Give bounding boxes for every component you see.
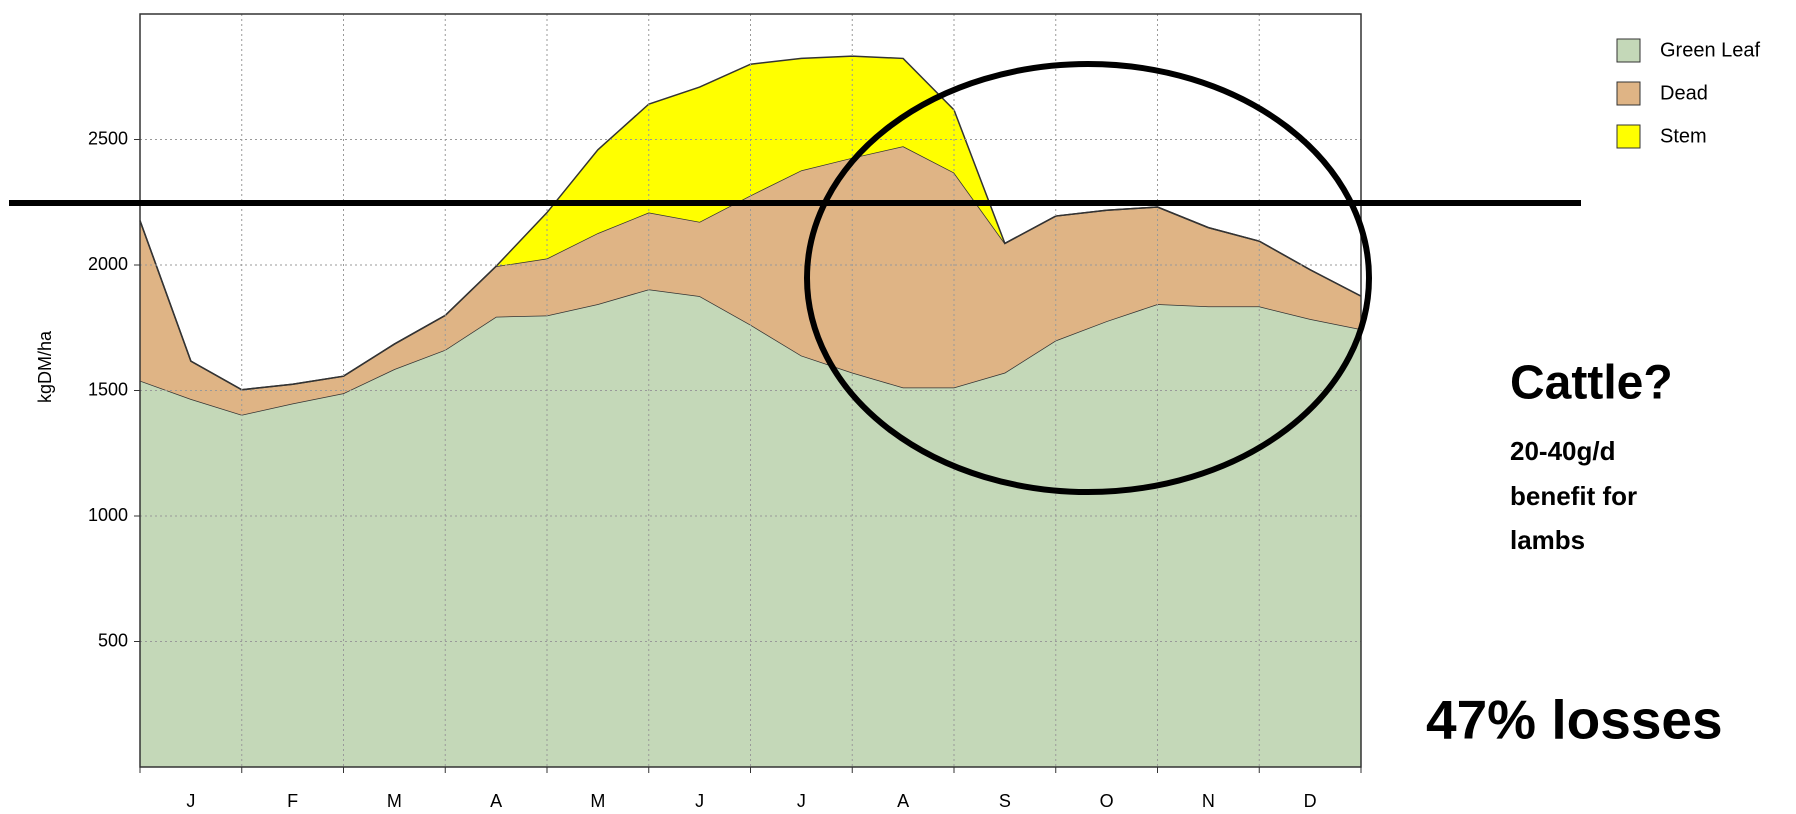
y-tick-label: 500 — [98, 630, 128, 650]
x-tick-label: S — [999, 791, 1011, 811]
plot-frame — [139, 13, 1362, 768]
annotation: lambs — [1510, 525, 1585, 555]
annotation: benefit for — [1510, 481, 1637, 511]
x-tick-label: F — [287, 791, 298, 811]
area — [140, 289, 1361, 767]
legend-swatch — [1616, 81, 1641, 106]
y-axis-label: kgDM/ha — [35, 330, 55, 403]
highlight-ellipse — [804, 61, 1372, 495]
y-tick-label: 1000 — [88, 505, 128, 525]
legend-label: Green Leaf — [1660, 39, 1761, 61]
legend-label: Stem — [1660, 125, 1707, 147]
x-tick-label: M — [387, 791, 402, 811]
x-tick-label: N — [1202, 791, 1215, 811]
x-tick-label: J — [186, 791, 195, 811]
x-tick-label: M — [590, 791, 605, 811]
x-tick-label: J — [695, 791, 704, 811]
area — [140, 56, 1361, 390]
annotation: Cattle? — [1510, 357, 1673, 410]
x-tick-label: J — [797, 791, 806, 811]
x-tick-label: A — [897, 791, 909, 811]
legend-swatch — [1616, 38, 1641, 63]
annotation: 20-40g/d — [1510, 436, 1616, 466]
legend-swatch — [1616, 124, 1641, 149]
legend-label: Dead — [1660, 82, 1708, 104]
y-tick-label: 1500 — [88, 379, 128, 399]
x-tick-label: D — [1304, 791, 1317, 811]
x-tick-label: A — [490, 791, 502, 811]
annotation: 47% losses — [1426, 689, 1723, 751]
y-tick-label: 2000 — [88, 254, 128, 274]
x-tick-label: O — [1100, 791, 1114, 811]
y-tick-label: 2500 — [88, 128, 128, 148]
